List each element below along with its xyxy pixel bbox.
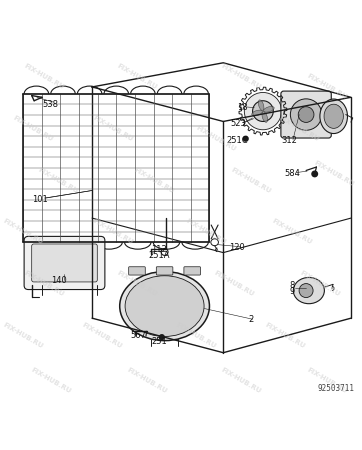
Text: FIX-HUB.RU: FIX-HUB.RU	[212, 270, 255, 297]
Ellipse shape	[252, 110, 262, 116]
Text: 312: 312	[281, 136, 297, 145]
Text: 140: 140	[51, 276, 67, 285]
Circle shape	[298, 107, 314, 122]
Text: FIX-HUB.RU: FIX-HUB.RU	[313, 159, 355, 187]
Text: FIX-HUB.RU: FIX-HUB.RU	[126, 366, 168, 394]
Text: FIX-HUB.RU: FIX-HUB.RU	[306, 73, 348, 101]
Text: FIX-HUB.RU: FIX-HUB.RU	[278, 114, 320, 142]
Text: FIX-HUB.RU: FIX-HUB.RU	[116, 270, 158, 297]
Text: FIX-HUB.RU: FIX-HUB.RU	[299, 270, 341, 297]
Text: 251A: 251A	[149, 251, 170, 260]
Text: FIX-HUB.RU: FIX-HUB.RU	[264, 322, 307, 349]
Circle shape	[159, 335, 164, 340]
Text: FIX-HUB.RU: FIX-HUB.RU	[2, 218, 44, 246]
Text: 523: 523	[231, 119, 247, 128]
Text: FIX-HUB.RU: FIX-HUB.RU	[185, 218, 227, 246]
Text: FIX-HUB.RU: FIX-HUB.RU	[271, 218, 313, 246]
FancyBboxPatch shape	[24, 236, 105, 289]
Ellipse shape	[120, 272, 210, 341]
Circle shape	[243, 136, 248, 141]
Text: 584: 584	[284, 169, 300, 178]
Ellipse shape	[320, 99, 348, 134]
Circle shape	[253, 101, 273, 122]
Text: 567: 567	[131, 331, 147, 340]
Text: 251C: 251C	[226, 136, 248, 145]
Text: FIX-HUB.RU: FIX-HUB.RU	[92, 114, 134, 142]
Text: FIX-HUB.RU: FIX-HUB.RU	[30, 366, 72, 394]
Text: 251: 251	[152, 337, 167, 346]
Text: 112: 112	[152, 245, 167, 254]
Text: FIX-HUB.RU: FIX-HUB.RU	[12, 114, 55, 142]
Text: 120: 120	[229, 243, 245, 252]
Text: FIX-HUB.RU: FIX-HUB.RU	[133, 166, 175, 194]
FancyBboxPatch shape	[156, 267, 173, 275]
Text: FIX-HUB.RU: FIX-HUB.RU	[230, 166, 272, 194]
Text: FIX-HUB.RU: FIX-HUB.RU	[219, 366, 262, 394]
Text: 92503711: 92503711	[317, 384, 354, 393]
Text: 538: 538	[43, 100, 59, 109]
Ellipse shape	[262, 112, 268, 122]
Text: 9: 9	[290, 287, 295, 296]
Text: 2: 2	[248, 315, 253, 324]
Text: FIX-HUB.RU: FIX-HUB.RU	[23, 270, 65, 297]
Circle shape	[312, 171, 317, 177]
Text: FIX-HUB.RU: FIX-HUB.RU	[81, 322, 123, 349]
Text: 101: 101	[32, 194, 47, 203]
Text: FIX-HUB.RU: FIX-HUB.RU	[195, 125, 237, 153]
Text: FIX-HUB.RU: FIX-HUB.RU	[116, 63, 158, 90]
Text: FIX-HUB.RU: FIX-HUB.RU	[37, 166, 79, 194]
Text: FIX-HUB.RU: FIX-HUB.RU	[92, 218, 134, 246]
Ellipse shape	[264, 107, 274, 112]
Ellipse shape	[258, 100, 264, 111]
Text: FIX-HUB.RU: FIX-HUB.RU	[23, 63, 65, 90]
Circle shape	[299, 284, 313, 297]
Ellipse shape	[125, 276, 204, 337]
Text: FIX-HUB.RU: FIX-HUB.RU	[2, 322, 44, 349]
Circle shape	[290, 99, 322, 130]
Ellipse shape	[324, 104, 344, 128]
FancyBboxPatch shape	[32, 244, 97, 282]
Ellipse shape	[293, 278, 324, 304]
Text: FIX-HUB.RU: FIX-HUB.RU	[174, 322, 217, 349]
FancyBboxPatch shape	[281, 91, 331, 138]
Circle shape	[244, 92, 282, 130]
Text: 8: 8	[290, 281, 295, 290]
FancyBboxPatch shape	[129, 267, 145, 275]
Text: FIX-HUB.RU: FIX-HUB.RU	[306, 366, 348, 394]
Text: FIX-HUB.RU: FIX-HUB.RU	[219, 63, 262, 90]
FancyBboxPatch shape	[184, 267, 201, 275]
Text: 18: 18	[237, 103, 248, 112]
